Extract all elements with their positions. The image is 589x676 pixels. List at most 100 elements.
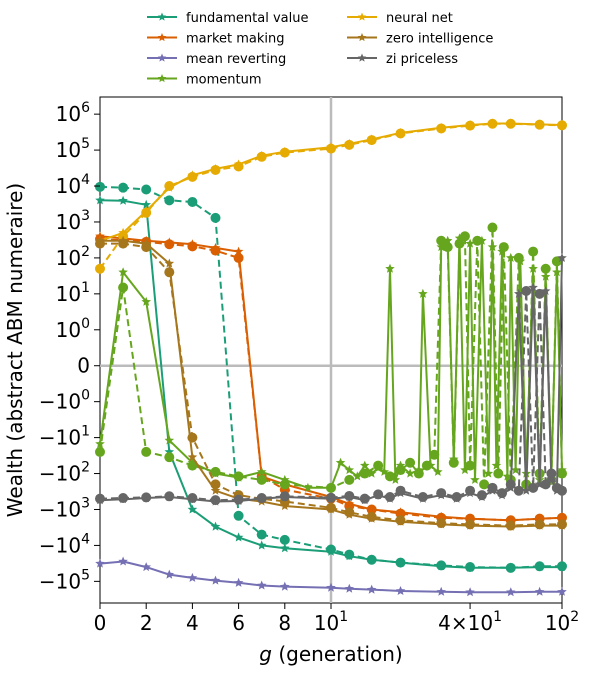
series-line: [99, 227, 563, 489]
data-point: [540, 286, 551, 295]
legend-label: market making: [186, 32, 285, 47]
data-point: [344, 549, 355, 560]
legend-label: momentum: [186, 73, 262, 88]
data-point: [476, 490, 487, 501]
data-point: [141, 207, 152, 218]
data-point: [436, 518, 447, 529]
data-point: [279, 491, 290, 502]
data-point: [164, 195, 175, 206]
data-point: [465, 485, 476, 496]
data-point: [366, 135, 377, 146]
data-point: [557, 519, 567, 530]
data-point: [187, 196, 198, 207]
legend-entry: neural net: [347, 11, 453, 26]
legend-entry: market making: [147, 32, 285, 47]
legend-label: mean reverting: [186, 52, 286, 67]
data-point: [210, 485, 221, 495]
legend-entry: fundamental value: [147, 11, 309, 26]
data-point: [95, 446, 105, 457]
series-line: [99, 199, 562, 569]
x-axis-label-text: (generation): [272, 642, 403, 666]
data-point: [233, 471, 244, 482]
data-point: [540, 263, 551, 274]
x-axis-label: g (generation): [259, 642, 402, 666]
legend-entry: mean reverting: [147, 52, 286, 67]
data-point: [521, 285, 532, 296]
data-point: [448, 457, 459, 468]
x-tick-label: 2: [140, 611, 153, 635]
series-fundamental-value-dashed-: [95, 181, 567, 573]
data-point: [233, 494, 244, 505]
data-point: [164, 435, 175, 445]
y-tick-label: 106: [56, 100, 90, 126]
data-point: [187, 493, 198, 504]
data-point: [442, 235, 453, 245]
y-tick-label: −105: [39, 567, 90, 593]
data-point: [95, 558, 105, 568]
data-point: [344, 474, 355, 485]
data-point: [405, 468, 415, 478]
data-point: [326, 492, 336, 503]
data-point: [528, 482, 539, 493]
data-point: [95, 238, 105, 249]
data-point: [534, 288, 545, 299]
data-point: [465, 562, 476, 573]
data-point: [256, 151, 267, 162]
data-point: [506, 587, 516, 597]
data-point: [344, 490, 355, 501]
data-point: [557, 561, 567, 572]
series-layer: [95, 118, 567, 597]
data-point: [118, 267, 128, 277]
data-point: [528, 246, 539, 257]
x-tick-label: 102: [545, 609, 579, 635]
data-point: [141, 446, 152, 457]
data-point: [210, 521, 221, 531]
data-point: [344, 507, 355, 518]
data-point: [210, 212, 221, 223]
data-point: [164, 569, 175, 579]
data-point: [483, 468, 494, 478]
data-point: [141, 562, 151, 572]
data-point: [164, 239, 175, 250]
data-point: [95, 493, 105, 504]
data-point: [141, 492, 152, 503]
data-point: [118, 182, 129, 193]
data-point: [395, 557, 406, 568]
data-point: [451, 492, 462, 503]
legend-marker: [157, 33, 167, 42]
data-point: [187, 452, 198, 462]
legend-entry: zi priceless: [347, 52, 458, 67]
data-point: [118, 195, 128, 205]
data-point: [395, 586, 406, 595]
series-line: [99, 238, 563, 522]
data-point: [465, 587, 475, 597]
data-point: [513, 252, 524, 263]
legend: fundamental value market making mean rever…: [147, 11, 493, 88]
data-point: [470, 474, 480, 484]
data-point: [95, 438, 105, 448]
data-point: [256, 540, 267, 550]
data-point: [141, 184, 152, 195]
y-tick-label: −104: [39, 531, 90, 557]
data-point: [118, 238, 129, 249]
data-point: [459, 231, 470, 242]
data-point: [454, 238, 465, 249]
legend-marker: [157, 53, 167, 62]
data-point: [546, 468, 557, 479]
data-point: [395, 515, 406, 526]
x-tick-label: 4×101: [438, 609, 502, 635]
data-point: [505, 562, 516, 573]
y-tick-label: 101: [56, 280, 90, 306]
legend-entry: zero intelligence: [347, 32, 493, 47]
data-point: [256, 493, 267, 504]
x-axis-var: g: [259, 642, 272, 666]
data-point: [344, 583, 354, 593]
data-point: [279, 534, 290, 545]
data-point: [210, 466, 221, 477]
data-point: [256, 529, 267, 540]
data-point: [436, 235, 447, 246]
data-point: [540, 479, 551, 490]
data-point: [118, 556, 128, 566]
data-point: [395, 128, 406, 139]
